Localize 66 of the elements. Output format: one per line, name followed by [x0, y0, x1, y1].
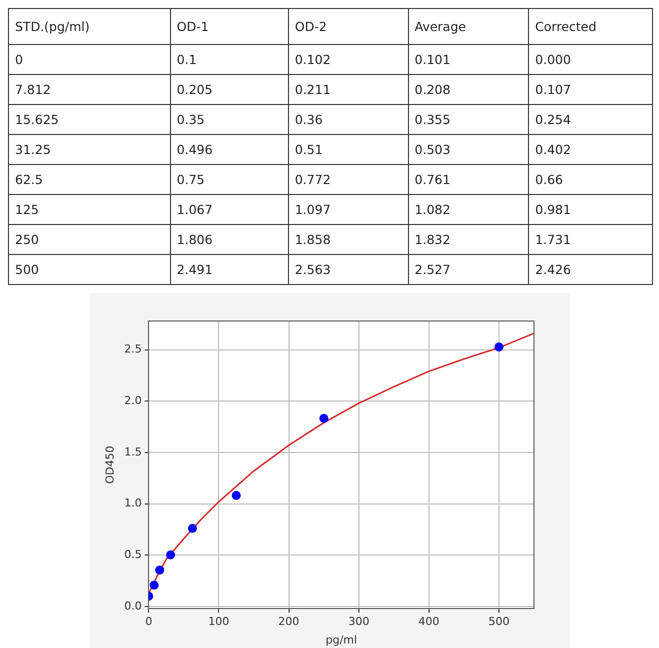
text: OD-1 [170, 8, 288, 44]
text: 0.66 [528, 164, 652, 194]
point [150, 580, 159, 590]
text: 0.107 [528, 74, 652, 104]
text: 1.067 [170, 194, 288, 224]
text: 0.102 [288, 44, 408, 74]
text: 1.858 [288, 224, 408, 254]
x-tick-label: 200 [278, 615, 300, 628]
y-axis-title: OD450 [103, 446, 116, 484]
text: 125 [8, 194, 170, 224]
text: 0.75 [170, 164, 288, 194]
text: 0.254 [528, 104, 652, 134]
text: 0.496 [170, 134, 288, 164]
y-tick-label: 0.5 [124, 548, 142, 562]
text: 1.806 [170, 224, 288, 254]
x-tick-label: 500 [488, 615, 510, 628]
text: 31.25 [8, 134, 170, 164]
text: 1.731 [528, 224, 652, 254]
text: 0.51 [288, 134, 408, 164]
text: 0.503 [408, 134, 529, 164]
text: 1.097 [288, 194, 408, 224]
text: 1.082 [408, 194, 529, 224]
y-tick-label: 1.0 [124, 496, 142, 510]
point [188, 524, 197, 533]
y-tick-label: 2.0 [124, 394, 142, 407]
point [494, 342, 504, 352]
point [232, 490, 241, 500]
y-tick-label: 2.5 [124, 342, 142, 356]
text: 0.761 [408, 164, 529, 194]
x-tick-label: 400 [418, 615, 440, 628]
text: 62.5 [8, 164, 170, 194]
text: 0.355 [408, 104, 529, 134]
x-axis-title: pg/ml [326, 633, 358, 646]
y-tick-label: 0.0 [124, 599, 142, 612]
text: 0.772 [288, 164, 408, 194]
text: 7.812 [8, 74, 170, 104]
point [155, 566, 164, 575]
x-tick-label: 0 [145, 615, 152, 628]
text: 0.1 [170, 44, 288, 74]
x-tick-label: 100 [208, 615, 230, 628]
text: 0.208 [408, 74, 529, 104]
x-tick-label: 300 [348, 615, 370, 628]
text: 1.832 [408, 224, 529, 254]
text: 2.491 [170, 254, 288, 284]
text: 500 [8, 254, 170, 284]
text: 0.000 [528, 44, 652, 74]
text: 0 [8, 44, 170, 74]
text: OD-2 [288, 8, 408, 44]
text: 2.527 [408, 254, 529, 284]
text: 0.101 [408, 44, 529, 74]
y-tick-label: 1.5 [124, 445, 142, 458]
text: 0.211 [288, 74, 408, 104]
text: 0.402 [528, 134, 652, 164]
text: 15.625 [8, 104, 170, 134]
text: 0.981 [528, 194, 652, 224]
text: 250 [8, 224, 170, 254]
text: Corrected [528, 8, 652, 44]
text: 0.35 [170, 104, 288, 134]
text: 2.563 [288, 254, 408, 284]
point [166, 550, 176, 560]
text: STD.(pg/ml) [8, 8, 170, 44]
point [319, 414, 328, 423]
text: 2.426 [528, 254, 652, 284]
text: Average [408, 8, 529, 44]
text: 0.205 [170, 74, 288, 104]
text: 0.36 [288, 104, 408, 134]
